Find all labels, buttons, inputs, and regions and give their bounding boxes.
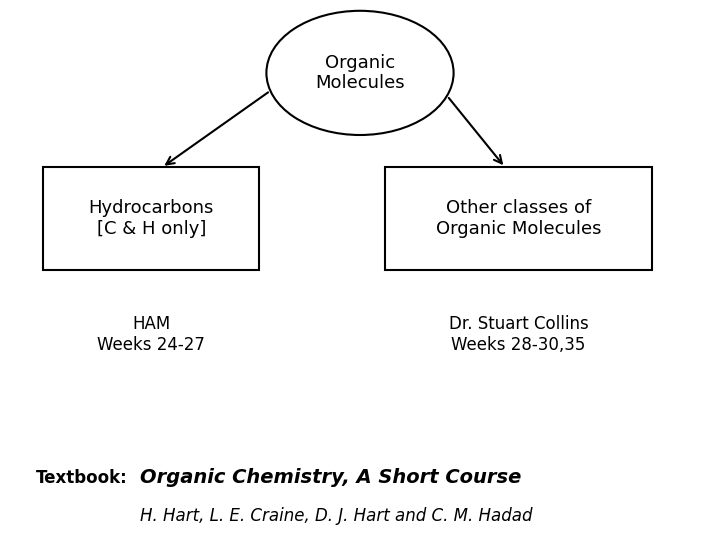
- Text: Hydrocarbons
[C & H only]: Hydrocarbons [C & H only]: [89, 199, 214, 238]
- Text: Other classes of
Organic Molecules: Other classes of Organic Molecules: [436, 199, 601, 238]
- Text: Organic Chemistry, A Short Course: Organic Chemistry, A Short Course: [140, 468, 522, 488]
- Bar: [385, 167, 652, 270]
- Text: Textbook:: Textbook:: [36, 469, 127, 487]
- Text: Organic
Molecules: Organic Molecules: [315, 53, 405, 92]
- Bar: [43, 167, 259, 270]
- Text: Dr. Stuart Collins
Weeks 28-30,35: Dr. Stuart Collins Weeks 28-30,35: [449, 315, 588, 354]
- Text: HAM
Weeks 24-27: HAM Weeks 24-27: [97, 315, 205, 354]
- Text: H. Hart, L. E. Craine, D. J. Hart and C. M. Hadad: H. Hart, L. E. Craine, D. J. Hart and C.…: [140, 507, 533, 525]
